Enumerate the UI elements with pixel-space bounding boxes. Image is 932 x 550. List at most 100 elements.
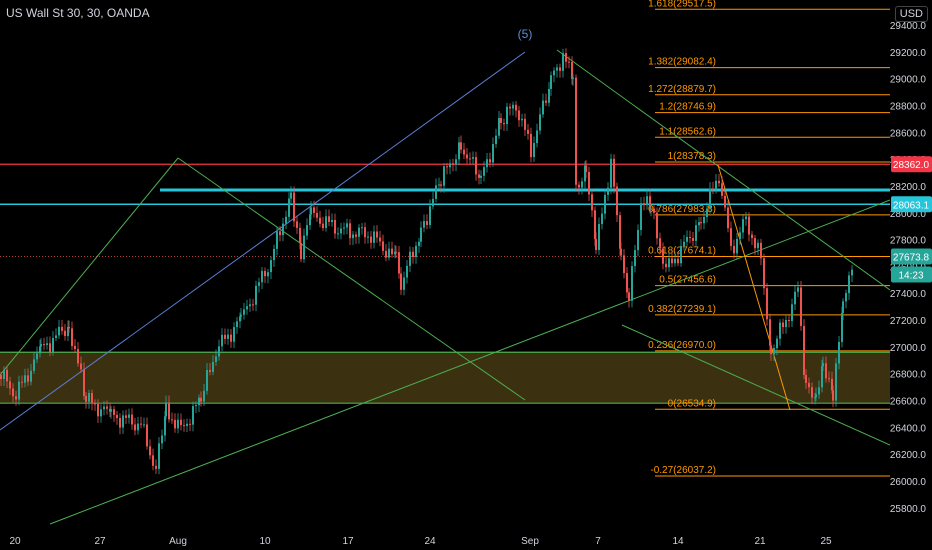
support-zone bbox=[0, 352, 890, 404]
candle-body bbox=[370, 236, 372, 243]
green-channel-left-up bbox=[0, 157, 179, 376]
candle-body bbox=[613, 158, 615, 187]
candle-body bbox=[273, 248, 275, 261]
candle-body bbox=[122, 415, 124, 428]
green-support-trendline bbox=[49, 199, 891, 525]
candle-body bbox=[299, 227, 301, 243]
candle-body bbox=[221, 334, 223, 347]
candle-body bbox=[379, 237, 381, 242]
candle-body bbox=[346, 223, 348, 228]
candle-body bbox=[703, 216, 705, 224]
candle-body bbox=[742, 219, 744, 233]
candle-body bbox=[331, 220, 333, 222]
candle-body bbox=[721, 183, 723, 196]
candle-body bbox=[85, 395, 87, 402]
candle-body bbox=[88, 393, 90, 402]
candle-body bbox=[838, 341, 840, 364]
candle-body bbox=[100, 409, 102, 417]
candle-body bbox=[578, 184, 580, 188]
fib-label: 0.786(27983.8) bbox=[648, 204, 716, 215]
candle-body bbox=[640, 203, 642, 231]
candle-body bbox=[842, 301, 844, 313]
candle-body bbox=[224, 334, 226, 339]
candle-body bbox=[116, 414, 118, 418]
candle-body bbox=[52, 338, 54, 352]
candle-body bbox=[33, 359, 35, 371]
candle-body bbox=[394, 251, 396, 255]
price-tick-label: 28800.0 bbox=[890, 101, 927, 112]
candle-body bbox=[309, 214, 311, 226]
candle-body bbox=[403, 277, 405, 290]
candle-body bbox=[668, 258, 670, 268]
candle-body bbox=[766, 288, 768, 320]
candle-body bbox=[110, 409, 112, 412]
price-label-text: 28063.1 bbox=[893, 200, 930, 211]
candle-body bbox=[841, 312, 843, 342]
candle-body bbox=[791, 304, 793, 322]
candle-body bbox=[754, 238, 756, 249]
candle-body bbox=[483, 167, 485, 176]
candle-body bbox=[458, 142, 460, 160]
candle-body bbox=[594, 210, 596, 240]
price-tick-label: 27800.0 bbox=[890, 236, 927, 247]
candle-body bbox=[158, 443, 160, 469]
candle-body bbox=[15, 396, 17, 400]
candle-body bbox=[556, 67, 558, 71]
candle-body bbox=[591, 194, 593, 211]
candle-body bbox=[388, 248, 390, 258]
candle-body bbox=[610, 158, 612, 188]
candle-body bbox=[125, 415, 127, 418]
candle-body bbox=[358, 227, 360, 237]
candle-body bbox=[550, 75, 552, 89]
candle-body bbox=[137, 423, 139, 431]
candle-body bbox=[619, 215, 621, 249]
candle-body bbox=[134, 424, 136, 431]
candle-body bbox=[649, 196, 651, 210]
candle-body bbox=[165, 402, 167, 417]
candle-body bbox=[515, 104, 517, 111]
candle-body bbox=[851, 269, 853, 276]
candle-body bbox=[83, 369, 85, 396]
candle-body bbox=[782, 322, 784, 328]
candle-body bbox=[239, 316, 241, 322]
candle-body bbox=[763, 258, 765, 289]
candle-body bbox=[296, 221, 298, 228]
candle-body bbox=[143, 424, 145, 426]
candle-body bbox=[712, 188, 714, 190]
candle-body bbox=[446, 166, 448, 168]
price-label-text: 14:23 bbox=[898, 270, 923, 281]
fib-label: 0(26534.9) bbox=[668, 398, 716, 409]
candle-body bbox=[400, 273, 402, 290]
candle-body bbox=[449, 163, 451, 168]
candle-body bbox=[171, 419, 173, 421]
candle-body bbox=[282, 223, 284, 236]
candle-body bbox=[270, 260, 272, 273]
candle-body bbox=[209, 370, 211, 372]
candle-body bbox=[174, 419, 176, 429]
candle-body bbox=[607, 187, 609, 195]
candle-body bbox=[692, 238, 694, 241]
candle-body bbox=[119, 417, 121, 428]
currency-button[interactable]: USD bbox=[894, 6, 928, 22]
candle-body bbox=[626, 273, 628, 293]
candle-body bbox=[472, 157, 474, 159]
fib-label: 1.2(28746.9) bbox=[659, 102, 716, 113]
candle-body bbox=[74, 345, 76, 350]
candle-body bbox=[432, 198, 434, 207]
candle-body bbox=[604, 194, 606, 214]
candle-body bbox=[568, 61, 570, 63]
price-tick-label: 29400.0 bbox=[890, 21, 927, 32]
candle-body bbox=[562, 53, 564, 71]
blue-trend-line bbox=[0, 51, 526, 431]
candle-body bbox=[779, 322, 781, 339]
fib-label: 1.272(28879.7) bbox=[648, 84, 716, 95]
candle-body bbox=[420, 227, 422, 242]
candle-body bbox=[146, 424, 148, 447]
candle-body bbox=[659, 238, 661, 249]
candle-body bbox=[498, 118, 500, 136]
candle-body bbox=[40, 344, 42, 347]
candle-body bbox=[455, 159, 457, 165]
candle-body bbox=[815, 394, 817, 398]
